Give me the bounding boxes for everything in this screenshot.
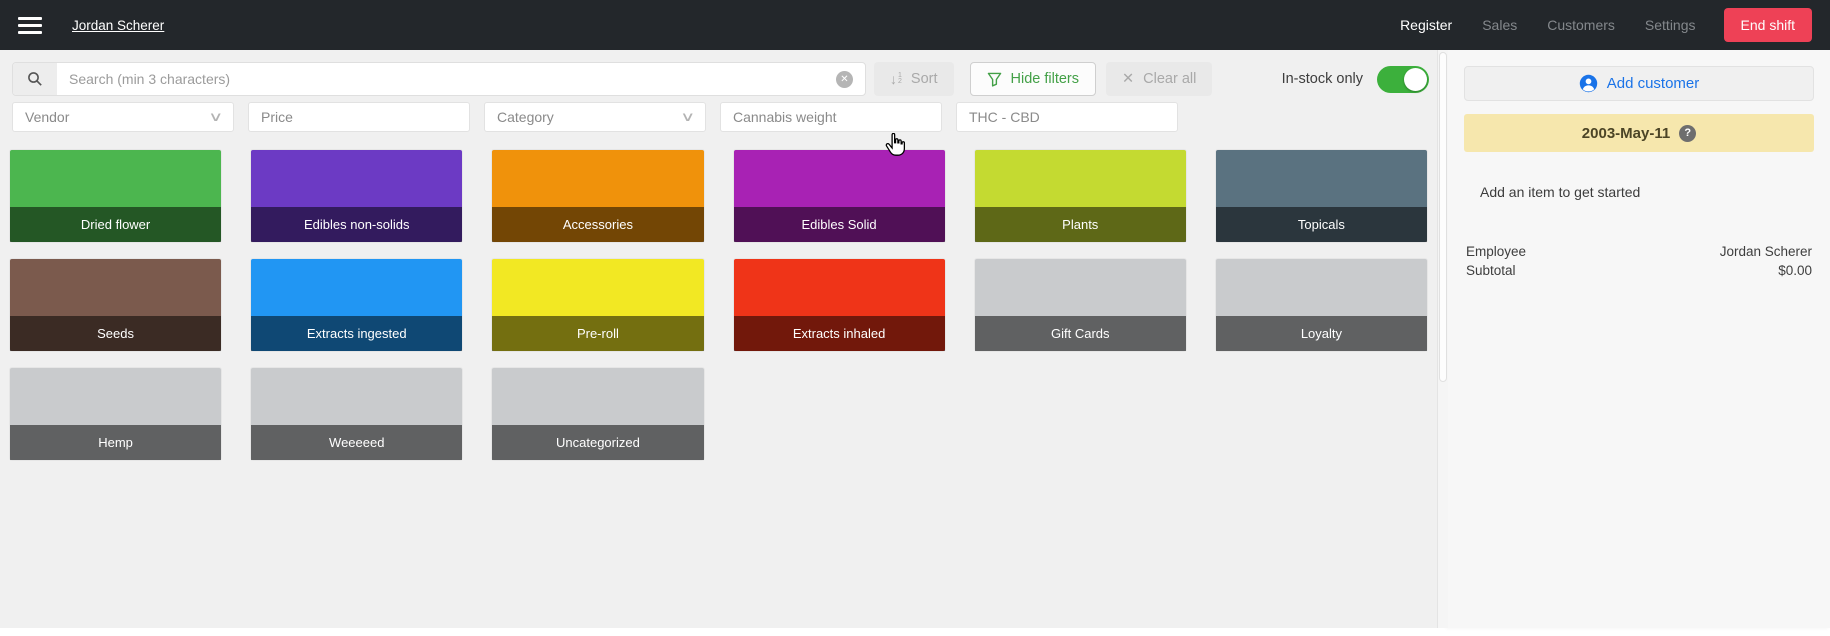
top-nav: Register Sales Customers Settings: [1400, 17, 1695, 33]
category-tile-extracts-ingested[interactable]: Extracts ingested: [251, 259, 463, 351]
filter-dropdowns: Vendor ∨ Price Category ∨ Cannabis weight THC …: [0, 102, 1437, 132]
nav-item-register[interactable]: Register: [1400, 17, 1453, 33]
birthdate-text: 2003-May-11: [1581, 124, 1671, 142]
cart-row-employee: Employee Jordan Scherer: [1466, 242, 1812, 261]
clear-all-button[interactable]: ✕ Clear all: [1106, 62, 1213, 96]
help-icon[interactable]: ?: [1679, 124, 1697, 142]
category-tile-label: Edibles Solid: [733, 207, 945, 242]
search-input[interactable]: [57, 71, 836, 87]
chevron-down-icon: ∨: [680, 109, 696, 124]
filter-cannabis-weight[interactable]: Cannabis weight: [720, 102, 942, 132]
hide-filters-button[interactable]: Hide filters: [969, 62, 1096, 96]
category-tile-label: Plants: [974, 207, 1186, 242]
funnel-icon: [987, 72, 1001, 87]
category-tile-label: Weeeeed: [251, 425, 463, 460]
cart-summary: Employee Jordan Scherer Subtotal $0.00: [1464, 242, 1814, 280]
end-shift-button[interactable]: End shift: [1723, 8, 1812, 42]
category-tile-label: Accessories: [492, 207, 704, 242]
category-tile-edibles-non-solids[interactable]: Edibles non-solids: [251, 150, 463, 242]
filter-label: THC - CBD: [969, 109, 1040, 125]
category-tile-label: Edibles non-solids: [251, 207, 463, 242]
category-tile-label: Seeds: [10, 316, 222, 351]
product-browser: ✕ ↓ 12 Sort Hide filters ✕ Clear all: [0, 50, 1437, 628]
filter-category[interactable]: Category ∨: [484, 102, 706, 132]
scrollbar-thumb[interactable]: [1439, 52, 1447, 382]
add-customer-button[interactable]: Add customer: [1464, 66, 1814, 101]
category-tile-hemp[interactable]: Hemp: [10, 368, 222, 460]
filter-label: Vendor: [25, 109, 70, 125]
category-tile-pre-roll[interactable]: Pre-roll: [492, 259, 704, 351]
category-tile-label: Gift Cards: [974, 316, 1186, 351]
top-bar: Jordan Scherer Register Sales Customers Set…: [0, 0, 1830, 50]
search-bar: ✕: [12, 62, 866, 96]
current-user-link[interactable]: Jordan Scherer: [72, 17, 165, 33]
filter-label: Price: [261, 109, 293, 125]
category-tile-label: Topicals: [1215, 207, 1427, 242]
cart-row-subtotal: Subtotal $0.00: [1466, 261, 1812, 280]
x-icon: ✕: [1122, 71, 1135, 87]
vertical-scrollbar[interactable]: [1437, 50, 1448, 628]
category-tile-uncategorized[interactable]: Uncategorized: [492, 368, 704, 460]
chevron-down-icon: ∨: [208, 109, 224, 124]
nav-item-sales[interactable]: Sales: [1482, 17, 1518, 33]
category-grid: Dried flower Edibles non-solids Accessorie…: [0, 150, 1437, 460]
category-tile-label: Dried flower: [10, 207, 222, 242]
category-tile-label: Pre-roll: [492, 316, 704, 351]
category-tile-weeeeed[interactable]: Weeeeed: [251, 368, 463, 460]
toggle-knob: [1404, 67, 1427, 91]
category-tile-plants[interactable]: Plants: [974, 150, 1186, 242]
category-tile-loyalty[interactable]: Loyalty: [1215, 259, 1427, 351]
window-bottom-strip: [0, 628, 1830, 636]
filter-label: Cannabis weight: [733, 109, 837, 125]
filter-label: Category: [497, 109, 554, 125]
category-tile-gift-cards[interactable]: Gift Cards: [974, 259, 1186, 351]
cart-row-value: $0.00: [1778, 263, 1812, 278]
cart-row-label: Employee: [1466, 244, 1527, 259]
customer-birthdate-banner: 2003-May-11 ?: [1464, 114, 1814, 152]
search-icon: [13, 63, 57, 95]
cart-panel: Add customer 2003-May-11 ? Add an item t…: [1448, 50, 1830, 628]
in-stock-toggle[interactable]: [1377, 65, 1429, 93]
cart-row-value: Jordan Scherer: [1719, 244, 1812, 259]
category-tile-label: Loyalty: [1215, 316, 1427, 351]
category-tile-dried-flower[interactable]: Dried flower: [10, 150, 222, 242]
nav-item-settings[interactable]: Settings: [1644, 17, 1696, 33]
filter-price[interactable]: Price: [248, 102, 470, 132]
cart-row-label: Subtotal: [1466, 263, 1516, 278]
category-tile-accessories[interactable]: Accessories: [492, 150, 704, 242]
category-tile-label: Uncategorized: [492, 425, 704, 460]
category-tile-topicals[interactable]: Topicals: [1215, 150, 1427, 242]
person-icon: [1579, 74, 1597, 93]
category-tile-seeds[interactable]: Seeds: [10, 259, 222, 351]
filter-vendor[interactable]: Vendor ∨: [12, 102, 234, 132]
category-tile-label: Extracts ingested: [251, 316, 463, 351]
category-tile-edibles-solid[interactable]: Edibles Solid: [733, 150, 945, 242]
category-tile-extracts-inhaled[interactable]: Extracts inhaled: [733, 259, 945, 351]
clear-search-icon[interactable]: ✕: [836, 70, 853, 88]
menu-icon[interactable]: [18, 16, 42, 34]
nav-item-customers[interactable]: Customers: [1547, 17, 1615, 33]
empty-cart-message: Add an item to get started: [1480, 184, 1641, 200]
category-tile-label: Hemp: [10, 425, 222, 460]
filter-thc-cbd[interactable]: THC - CBD: [956, 102, 1178, 132]
filter-toolbar: ✕ ↓ 12 Sort Hide filters ✕ Clear all: [0, 62, 1437, 96]
in-stock-label: In-stock only: [1281, 71, 1363, 87]
category-tile-label: Extracts inhaled: [733, 316, 945, 351]
